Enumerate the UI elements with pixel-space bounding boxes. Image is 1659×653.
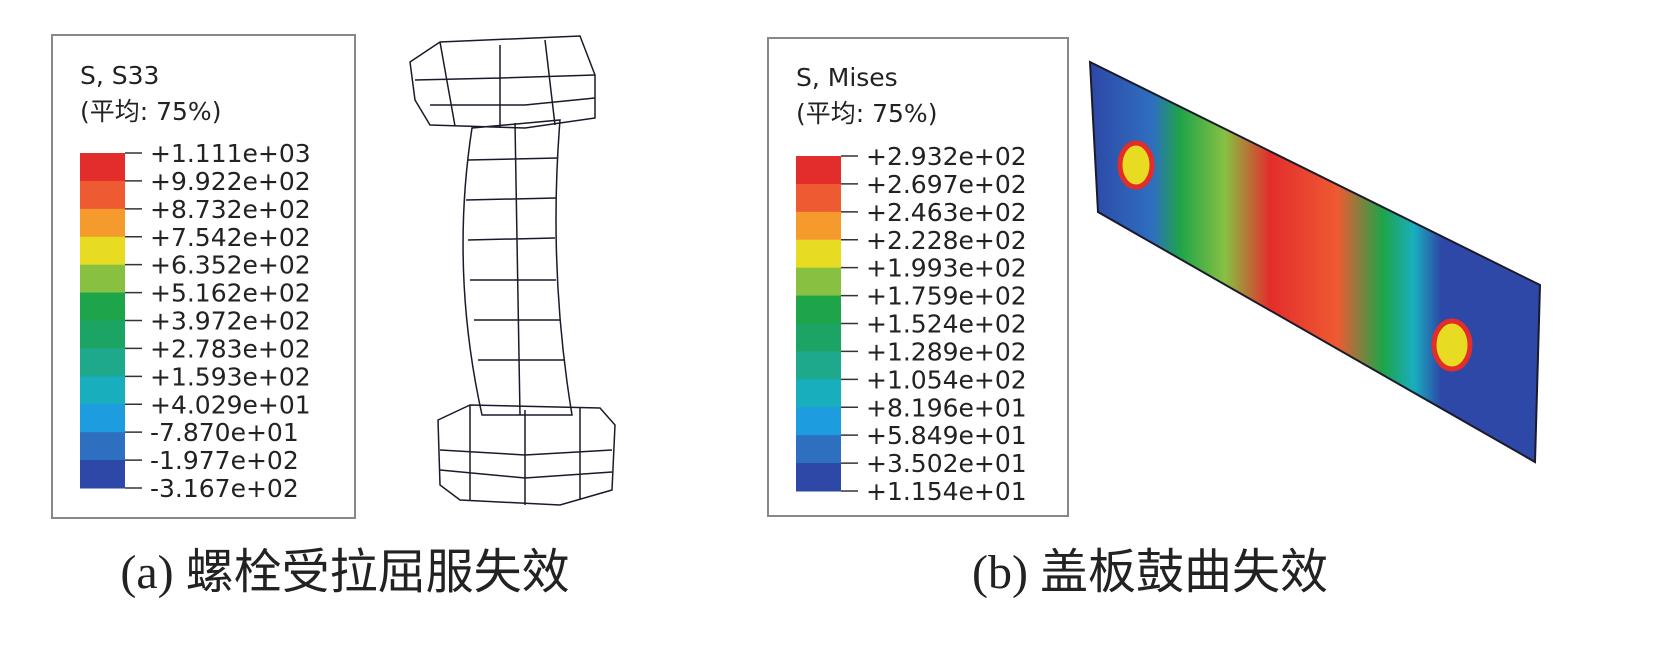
legend-subtitle: (平均: 75%) [796, 99, 937, 128]
caption: (a) 螺栓受拉屈服失效 [120, 546, 569, 599]
legend-label: +5.162e+02 [150, 279, 311, 308]
color-band [796, 183, 841, 213]
bolt-shank-mesh [465, 122, 565, 416]
cover-plate [1088, 60, 1542, 464]
bolt-head-mesh [414, 39, 596, 128]
color-band [80, 348, 125, 377]
legend-label: +6.352e+02 [150, 251, 311, 280]
color-band [80, 236, 125, 266]
bolt-head-top [409, 35, 596, 129]
legend-label: +7.542e+02 [150, 223, 311, 252]
legend-label: +1.289e+02 [866, 337, 1027, 366]
legend-label: -3.167e+02 [150, 474, 299, 503]
bolt-head-bottom-mesh [439, 405, 613, 505]
legend-label: +2.783e+02 [150, 334, 311, 363]
legend-subtitle: (平均: 75%) [80, 97, 221, 126]
color-band [80, 180, 125, 210]
plate-model [1088, 60, 1542, 464]
legend-label: +5.849e+01 [866, 421, 1027, 450]
legend-label: +3.972e+02 [150, 307, 311, 336]
legend-label: +1.054e+02 [866, 365, 1027, 394]
color-band [80, 153, 125, 182]
color-band [796, 435, 841, 464]
panel: S, Mises(平均: 75%)+2.932e+02+2.697e+02+2.… [767, 37, 1328, 599]
legend-title: S, S33 [80, 61, 159, 90]
legend-label: +8.196e+01 [866, 393, 1027, 422]
color-band [796, 407, 841, 436]
color-band [80, 432, 125, 461]
color-band [796, 239, 841, 269]
legend-label: +9.922e+02 [150, 167, 311, 196]
color-band [80, 264, 125, 294]
legend-label: +1.111e+03 [150, 139, 311, 168]
panel: S, S33 (平均: 75%) +1.111e+03+9.922e+02+8.73… [51, 34, 570, 599]
bolt-model [409, 35, 616, 506]
legend-label: +1.593e+02 [150, 362, 311, 391]
caption: (b) 盖板鼓曲失效 [972, 546, 1328, 599]
color-band [80, 292, 125, 321]
color-band [796, 267, 841, 297]
color-band [796, 295, 841, 324]
legend-label: +2.932e+02 [866, 142, 1027, 171]
legend-label: -1.977e+02 [150, 446, 299, 475]
legend-label: +1.524e+02 [866, 310, 1027, 339]
legend-label: +1.759e+02 [866, 282, 1027, 311]
color-band [796, 351, 841, 380]
color-band [80, 208, 125, 238]
legend-label: +2.697e+02 [866, 170, 1027, 199]
color-band [796, 323, 841, 352]
color-band [80, 460, 125, 489]
bolt-hole [1117, 140, 1155, 190]
color-band [80, 320, 125, 349]
legend-label: +1.993e+02 [866, 254, 1027, 283]
color-band [80, 404, 125, 433]
color-band [796, 211, 841, 241]
legend-label: +2.463e+02 [866, 198, 1027, 227]
bolt-head-bottom [437, 404, 616, 506]
color-band [80, 376, 125, 405]
color-band [796, 463, 841, 492]
legend-label: +2.228e+02 [866, 226, 1027, 255]
legend-label: +4.029e+01 [150, 390, 311, 419]
legend-label: +3.502e+01 [866, 449, 1027, 478]
color-band [796, 379, 841, 408]
legend-label: +1.154e+01 [866, 477, 1027, 506]
legend-label: -7.870e+01 [150, 418, 299, 447]
legend-label: +8.732e+02 [150, 195, 311, 224]
bolt-shank [462, 119, 573, 416]
bolt-hole [1431, 318, 1473, 372]
color-band [796, 156, 841, 185]
legend-title: S, Mises [796, 63, 898, 92]
